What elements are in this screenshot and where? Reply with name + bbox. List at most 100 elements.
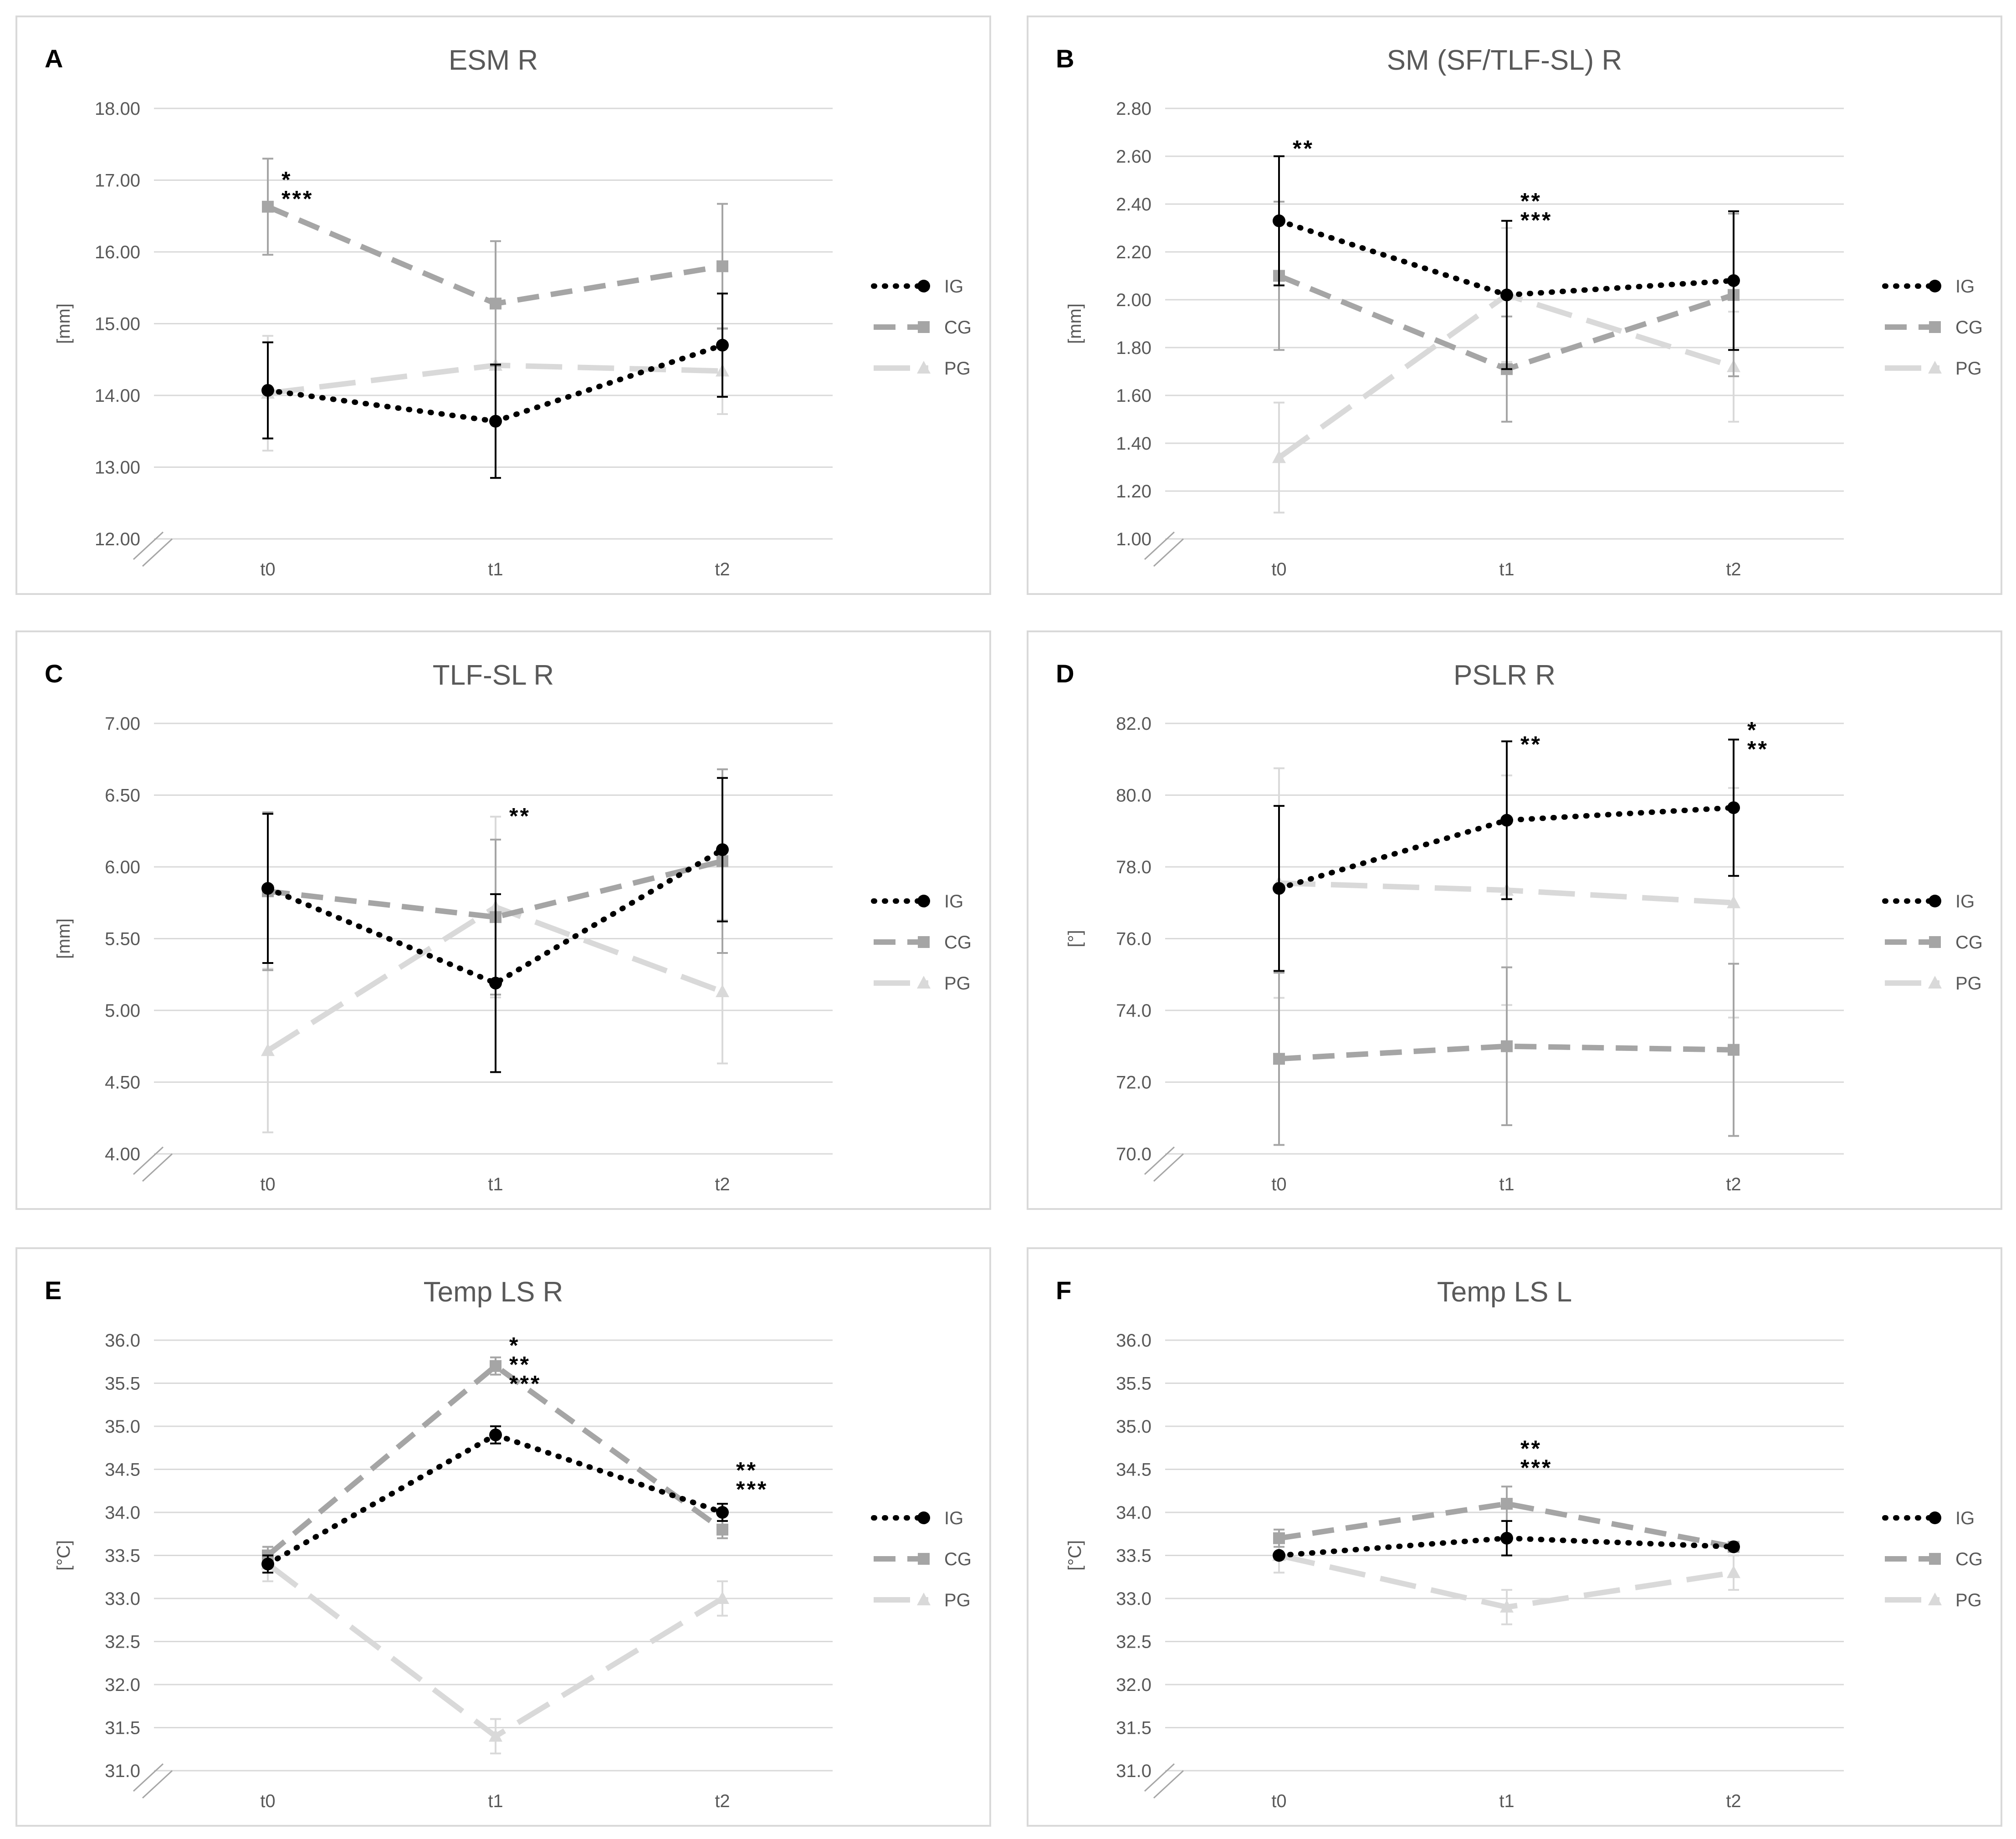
significance-marker: ** [509,1352,531,1377]
legend-item-pg: PG [1885,359,1982,379]
data-point [716,1506,729,1519]
x-tick-label: t2 [715,1791,730,1811]
significance-marker: ** [1293,136,1314,161]
significance-marker: ** [1747,737,1769,762]
chart-d: D PSLR R 70.0 72.0 74.0 76.0 78.0 80.0 82.0 [°] t0… [1056,659,1983,1194]
y-tick-label: 16.00 [95,242,140,262]
legend-label: IG [944,277,963,297]
y-tick-label: 5.50 [105,929,140,949]
x-tick-label: t2 [1726,559,1741,579]
y-tick-label: 33.5 [105,1546,140,1566]
legend-label: IG [1955,277,1975,297]
y-tick-label: 18.00 [95,99,140,119]
legend-swatch-marker [1929,321,1941,333]
y-tick-label: 34.5 [1116,1460,1151,1480]
legend-label: IG [1955,1508,1975,1528]
y-tick-label: 31.0 [1116,1761,1151,1781]
axis-break-mark [133,531,164,560]
data-point [1272,450,1286,463]
x-tick-label: t0 [1271,1174,1286,1194]
legend-item-cg: CG [874,932,972,953]
series-ig [1273,1520,1740,1562]
legend-item-pg: PG [1885,973,1982,994]
legend-item-pg: PG [874,1590,971,1610]
legend-label: IG [944,891,963,912]
y-tick-label: 1.60 [1116,386,1151,406]
data-point [1728,1044,1740,1056]
y-tick-label: 35.0 [105,1417,140,1437]
y-tick-label: 2.80 [1116,99,1151,119]
legend-item-ig: IG [871,891,963,912]
x-tick-label: t2 [715,1174,730,1194]
y-tick-label: 14.00 [95,386,140,406]
panel-letter: E [45,1276,61,1305]
y-tick-label: 72.0 [1116,1073,1151,1093]
legend-label: PG [1955,973,1982,994]
y-tick-label: 33.5 [1116,1546,1151,1566]
x-tick-label: t1 [488,1174,503,1194]
significance-marker: * [509,1332,520,1358]
series-ig [1273,155,1740,370]
legend-swatch-marker [1928,1593,1942,1605]
y-tick-label: 17.00 [95,171,140,191]
data-point [716,984,729,998]
y-axis-label: [mm] [54,303,74,344]
x-tick-label: t2 [1726,1791,1741,1811]
y-tick-label: 2.60 [1116,147,1151,167]
chart-title: ESM R [449,45,538,76]
y-axis-label: [°] [1065,930,1085,947]
legend-label: IG [1955,891,1975,912]
x-tick-label: t1 [488,1791,503,1811]
y-axis-label: [°C] [54,1540,74,1571]
y-tick-label: 1.00 [1116,529,1151,549]
series-ig [261,777,729,1073]
y-tick-label: 33.0 [105,1589,140,1609]
y-tick-label: 13.00 [95,458,140,478]
series-line [1279,1501,1735,1550]
y-tick-label: 35.0 [1116,1417,1151,1437]
y-tick-label: 4.00 [105,1144,140,1164]
data-point [1273,214,1285,227]
y-tick-label: 35.5 [1116,1374,1151,1394]
series-pg [261,1546,729,1755]
y-tick-label: 74.0 [1116,1001,1151,1021]
significance-marker: *** [1520,1455,1552,1480]
legend-label: CG [1955,318,1983,338]
legend-item-ig: IG [1882,891,1975,912]
chart-title: TLF-SL R [433,660,554,691]
data-point [1727,895,1740,908]
data-point [489,415,502,428]
y-tick-label: 31.5 [1116,1718,1151,1738]
chart-title: Temp LS L [1437,1276,1572,1308]
axis-break-mark [1144,1146,1175,1175]
legend-item-pg: PG [874,359,971,379]
x-tick-label: t0 [260,1174,275,1194]
y-tick-label: 6.00 [105,857,140,877]
legend-item-ig: IG [871,1508,963,1528]
legend-swatch-marker [918,1553,930,1565]
panel-b: B SM (SF/TLF-SL) R 1.00 1.20 1.40 1.60 1.80 2.0… [1027,15,2002,595]
panel-c: C TLF-SL R 4.00 4.50 5.00 5.50 6.00 6.50 7.00 [mm… [15,630,991,1210]
y-tick-label: 2.20 [1116,242,1151,262]
panel-e: E Temp LS R 31.0 31.5 32.0 32.5 33.0 33.5 34.0 34… [15,1247,991,1827]
data-point [716,1523,728,1536]
significance-marker: *** [509,1371,541,1396]
legend-label: CG [944,1549,972,1569]
x-tick-label: t2 [715,559,730,579]
legend-swatch-marker [1928,361,1942,374]
chart-e: E Temp LS R 31.0 31.5 32.0 32.5 33.0 33.5 34.0 34… [45,1276,972,1811]
y-tick-label: 80.0 [1116,786,1151,806]
legend-label: CG [1955,932,1983,953]
panel-f: F Temp LS L 31.0 31.5 32.0 32.5 33.0 33.5 34.0 34… [1027,1247,2002,1827]
y-tick-label: 4.50 [105,1073,140,1093]
axis-break-mark [1153,1770,1184,1799]
y-tick-label: 33.0 [1116,1589,1151,1609]
data-point [1727,801,1740,814]
data-point [716,1591,729,1604]
chart-title: SM (SF/TLF-SL) R [1387,45,1622,76]
data-point [261,1557,274,1571]
y-tick-label: 70.0 [1116,1144,1151,1164]
data-point [716,338,729,352]
chart-b: B SM (SF/TLF-SL) R 1.00 1.20 1.40 1.60 1.80 2.0… [1056,44,1983,579]
y-axis-label: [mm] [54,918,74,959]
